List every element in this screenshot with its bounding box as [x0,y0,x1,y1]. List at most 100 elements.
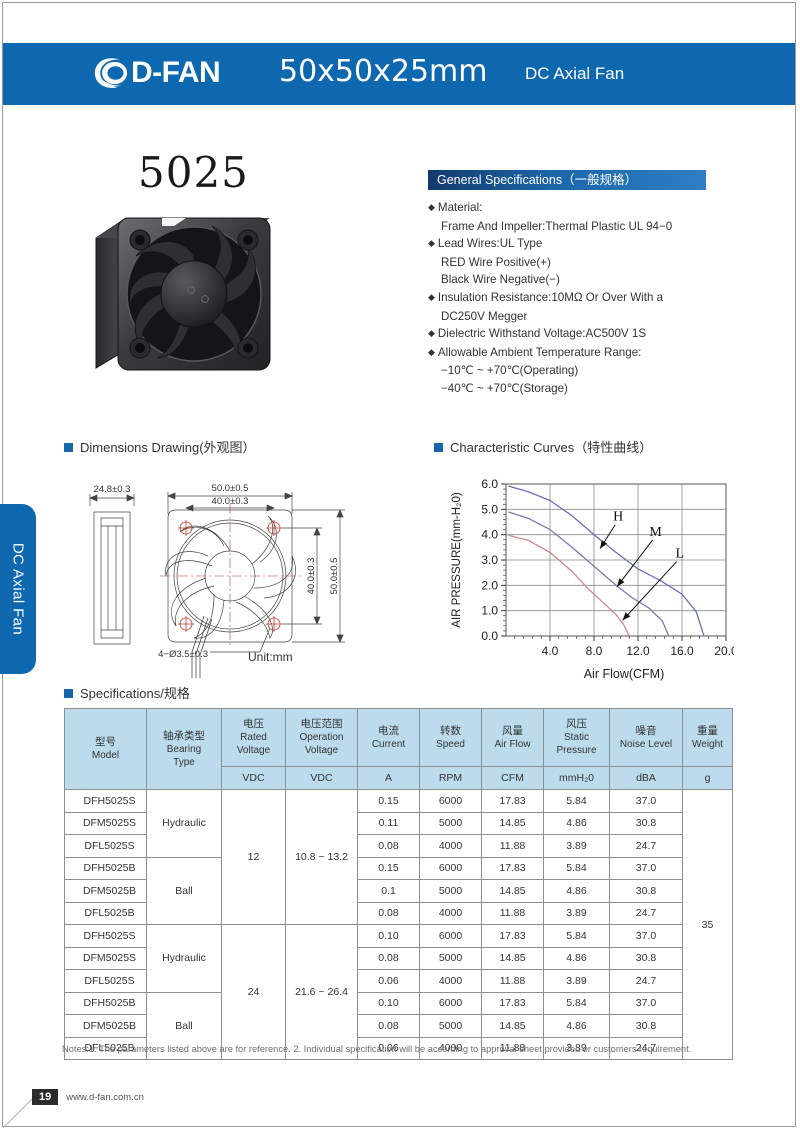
table-cell: 24.7 [609,1036,683,1060]
table-cell: 17.83 [481,856,544,880]
table-cell: 11.88 [481,834,544,858]
chart-annotation-M: M [649,525,662,540]
website-url[interactable]: www.d-fan.com.cn [66,1091,144,1103]
table-cell: 0.15 [357,856,420,880]
chart-ytick-label: 5.0 [481,502,498,516]
col-header-cn: 电流 [378,724,399,737]
chart-xlabel: Air Flow(CFM) [584,667,665,681]
general-specifications-title-bar: General Specifications（一般规格） [428,170,706,190]
side-tab-dc-axial-fan[interactable]: DC Axial Fan [0,504,36,674]
table-cell: 4000 [419,901,482,925]
table-cell: DFH5025S [64,789,147,813]
col-header-en: Operation [299,732,344,743]
general-spec-item: Lead Wires:UL Type [428,235,758,254]
table-header: 型号 Model 轴承类型 Bearing Type 电压 Rated Voltage 电压范围… [64,708,733,790]
table-cell: 6000 [419,924,482,948]
table-cell: 5000 [419,1014,482,1038]
table-cell: DFM5025B [64,879,147,903]
table-cell: 0.06 [357,969,420,993]
brand-name: D-FAN [131,56,221,89]
table-cell: 11.88 [481,901,544,925]
dimensions-drawing: 24.8±0.3 50.0±0.5 40.0±0.3 40.0±0.3 50.0… [89,483,345,678]
table-col-unit: dBA [609,766,683,790]
table-cell: 24.7 [609,834,683,858]
general-spec-item: RED Wire Positive(+) [441,255,551,269]
table-cell: 37.0 [609,991,683,1015]
col-header-cn: 型号 [95,736,116,748]
chart-xtick-label: 20.0 [714,644,734,658]
general-spec-item: DC250V Megger [441,309,528,323]
table-cell: 14.85 [481,1014,544,1038]
table-cell: DFM5025B [64,1014,147,1038]
specifications-heading-label: Specifications/规格 [80,686,190,701]
col-header-en: Noise Level [619,738,673,750]
table-cell: 5000 [419,946,482,970]
table-row: DFL5025B 0.08 4000 11.88 3.89 24.7 [64,901,733,925]
col-header-cn: 重量 [697,724,718,737]
header-product-size: 50x50x25mm [279,54,488,89]
curves-section-heading: Characteristic Curves（特性曲线） [434,437,652,456]
col-header-cn: 风量 [502,724,523,737]
table-row: DFM5025S 0.11 5000 14.85 4.86 30.8 [64,811,733,835]
table-row: DFM5025S 0.08 5000 14.85 4.86 30.8 [64,946,733,970]
chart-annotation-H: H [613,510,623,525]
table-cell: DFL5025S [64,834,147,858]
table-cell: 24.7 [609,901,683,925]
table-cell: DFL5025B [64,901,147,925]
table-row: DFL5025B 0.06 4000 11.88 3.89 24.7 [64,1036,733,1060]
table-cell: 0.08 [357,834,420,858]
table-cell: DFM5025S [64,946,147,970]
table-cell: DFH5025B [64,991,147,1015]
col-header-cn: 转数 [440,724,461,737]
table-cell: 0.06 [357,1036,420,1060]
curves-heading-label: Characteristic Curves（特性曲线） [450,440,653,455]
table-row: DFL5025S 0.06 4000 11.88 3.89 24.7 [64,969,733,993]
side-tab-label: DC Axial Fan [9,542,27,636]
table-cell: 4000 [419,1036,482,1060]
chart-xtick-label: 12.0 [626,644,650,658]
table-col-unit: A [357,766,420,790]
section-marker-icon [64,443,73,452]
table-col-header: 轴承类型 Bearing Type [146,708,222,790]
table-cell: 0.11 [357,811,420,835]
table-cell: 4.86 [543,946,610,970]
table-cell: 37.0 [609,789,683,813]
table-cell: 0.10 [357,991,420,1015]
chart-ylabel: AIR PRESSURE(mm-H₂0) [451,492,463,628]
table-cell: 14.85 [481,811,544,835]
table-row: DFM5025B 0.1 5000 14.85 4.86 30.8 [64,879,733,903]
table-body: DFH5025S Hydraulic 12 10.8 ~ 13.2 0.15 6000 17… [64,789,733,1060]
table-col-unit: mmH₂0 [543,766,610,790]
table-notes: Notes:1. The parameters listed above are… [62,1044,692,1054]
col-header-en: Speed [436,738,465,750]
table-cell: 24 [221,924,286,1060]
table-cell: 3.89 [543,969,610,993]
col-header-en: Pressure [556,745,597,756]
table-row: DFH5025B Ball 0.15 6000 17.83 5.84 37.0 [64,856,733,925]
general-spec-item: Insulation Resistance:10MΩ Or Over With … [428,289,758,308]
chart-ytick-label: 2.0 [481,578,498,592]
dimensions-unit-label: Unit:mm [248,650,293,664]
table-col-unit: RPM [419,766,482,790]
table-header-row-units: VDC VDC A RPM CFM mmH₂0 dBA g [65,766,733,790]
table-cell: 4000 [419,969,482,993]
chart-ytick-label: 4.0 [481,528,498,542]
table-col-header: 噪音 Noise Level [609,708,683,767]
dim-holes-label: 4−Ø3.5±0.3 [158,649,208,660]
col-header-en: Air Flow [494,738,531,750]
dim-thickness-label: 24.8±0.3 [94,484,131,495]
table-cell: 4.86 [543,879,610,903]
table-cell: 30.8 [609,879,683,903]
table-cell: Hydraulic [146,924,222,993]
chart-ytick-label: 3.0 [481,553,498,567]
table-cell: 0.15 [357,789,420,813]
col-header-cn: 电压 [243,718,264,730]
table-cell: 12 [221,789,286,925]
table-cell: 30.8 [609,1014,683,1038]
table-cell: 5.84 [543,856,610,880]
table-cell: 0.1 [357,879,420,903]
chart-annotation-arrow [622,612,631,621]
chart-series-H [508,485,705,637]
general-spec-item: Allowable Ambient Temperature Range: [428,344,758,363]
chart-annotation-L: L [676,546,685,561]
